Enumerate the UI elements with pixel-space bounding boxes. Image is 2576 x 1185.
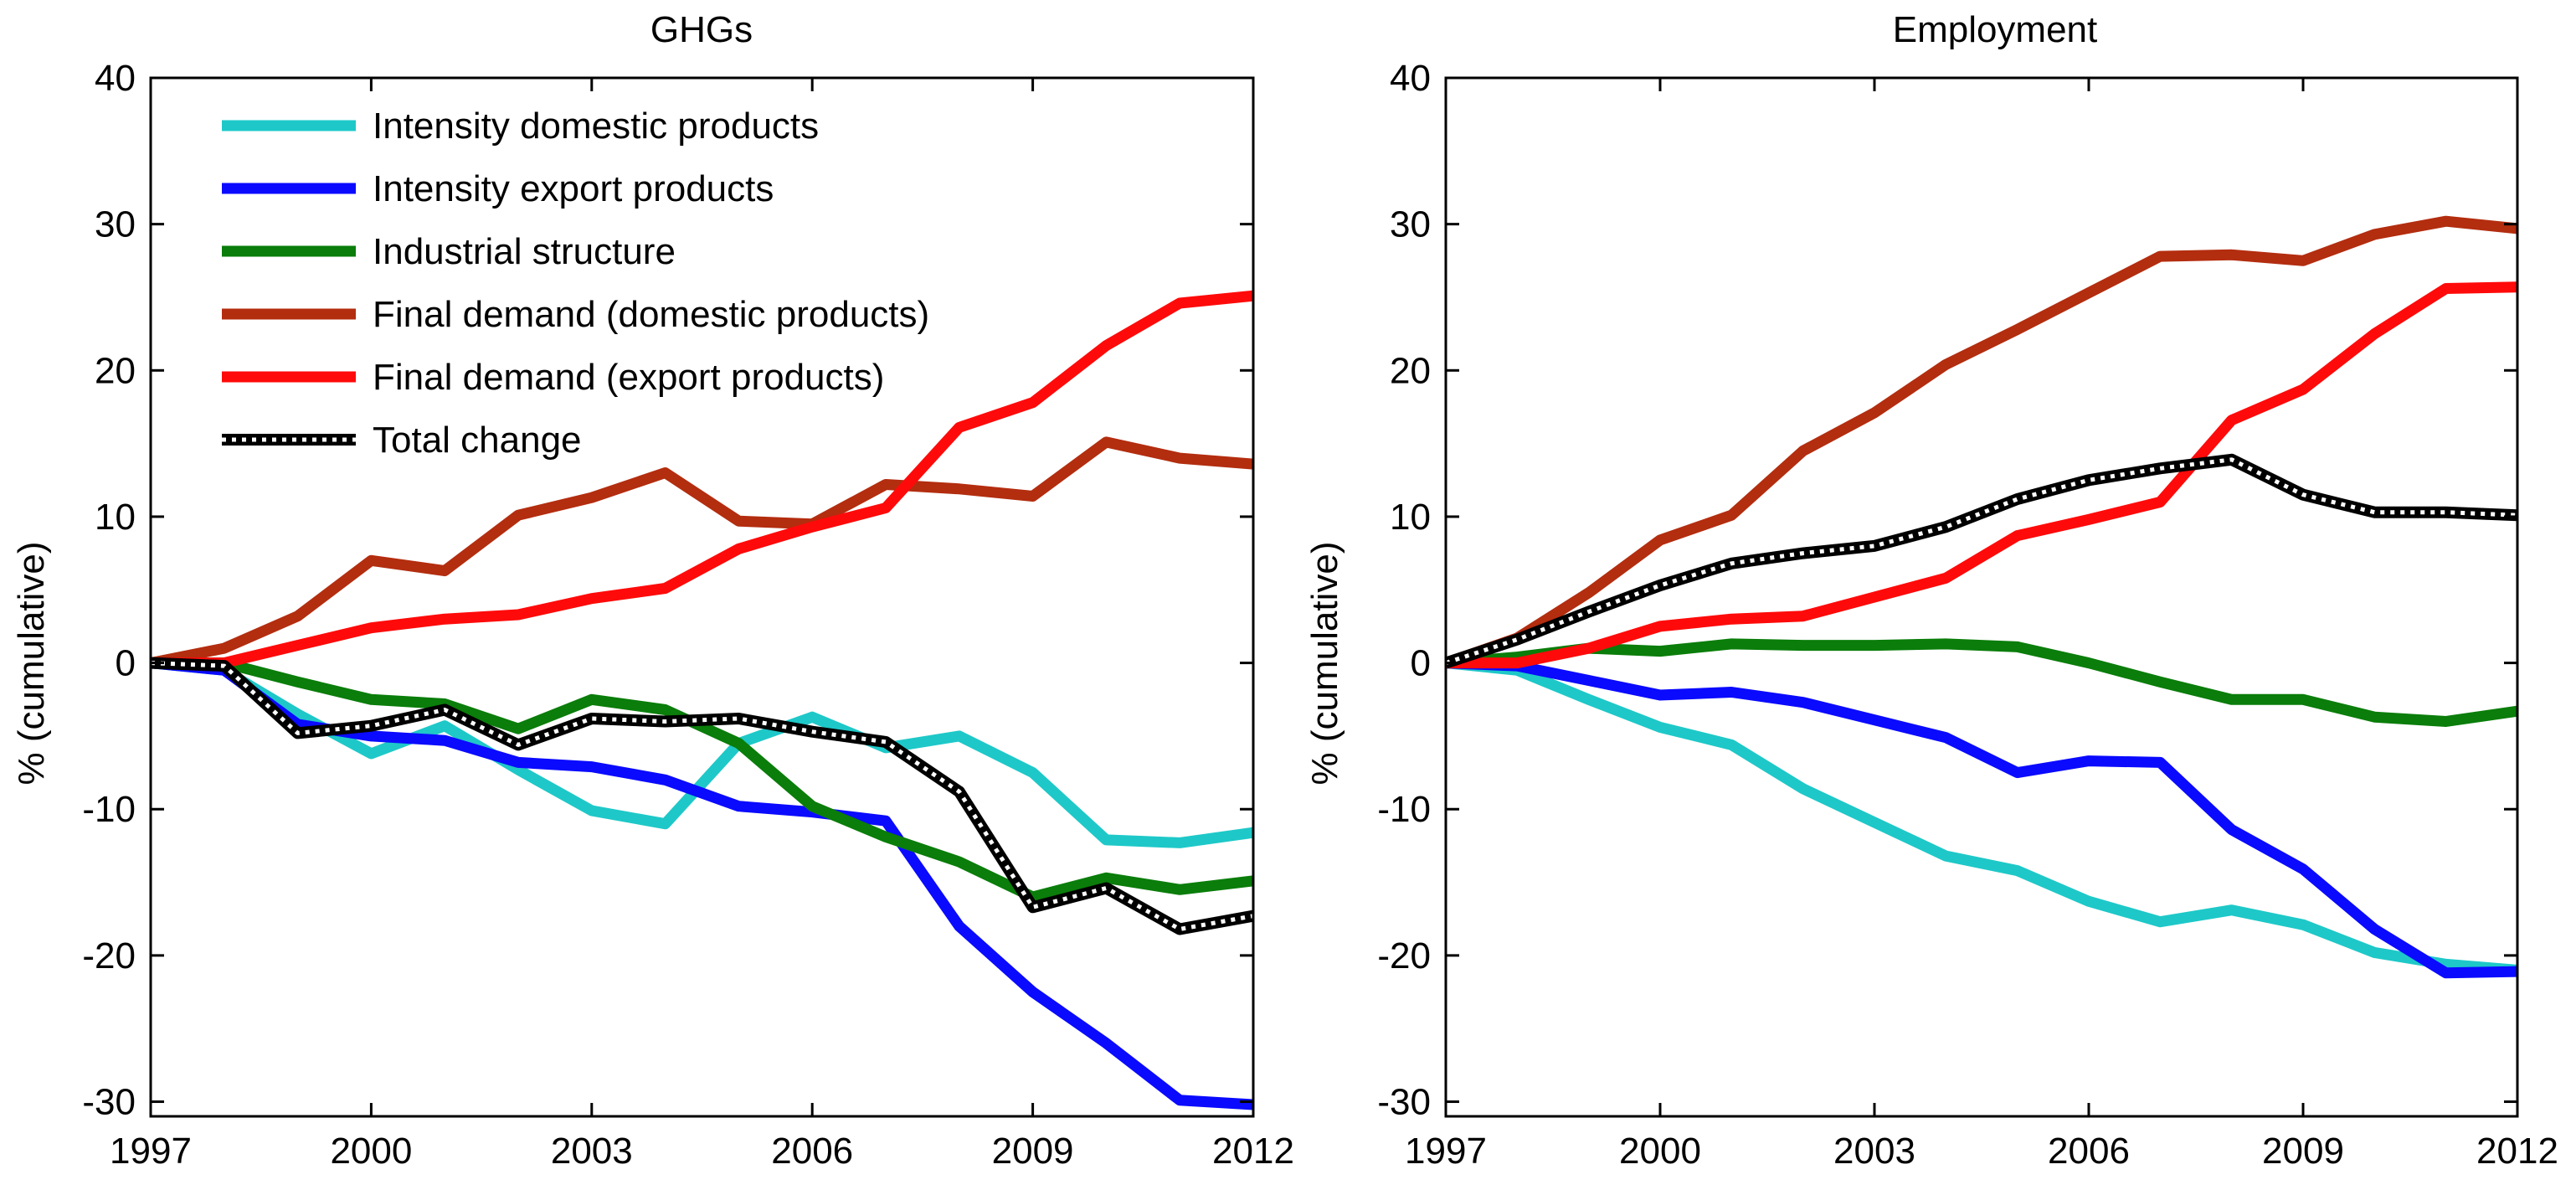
y-tick-label: -10 <box>82 789 136 830</box>
legend-label: Industrial structure <box>373 231 676 272</box>
legend-item: Intensity domestic products <box>222 106 819 147</box>
y-tick-label: 40 <box>95 58 136 99</box>
legend: Intensity domestic products Intensity exp… <box>222 106 929 461</box>
series-intensity-domestic-products <box>1446 657 2517 976</box>
legend-label: Intensity export products <box>373 168 774 209</box>
y-tick-label: -30 <box>1377 1082 1431 1123</box>
series-final-demand-export-products <box>151 290 1253 669</box>
y-tick-label: 0 <box>116 643 136 684</box>
x-tick-label: 1997 <box>110 1131 192 1172</box>
y-tick-label: 10 <box>95 497 136 538</box>
x-tick-label: 2012 <box>1212 1131 1294 1172</box>
x-tick-label: 2012 <box>2476 1131 2558 1172</box>
series-total-change-line <box>1446 453 2517 669</box>
y-tick-label: -10 <box>1377 789 1431 830</box>
x-tick-label: 2009 <box>2262 1131 2344 1172</box>
legend-label: Intensity domestic products <box>373 106 819 147</box>
chart-ghgs: GHGs % (cumulative) 1997 2000 2003 2006 2009… <box>11 9 1294 1172</box>
x-tick-label: 2006 <box>2048 1131 2130 1172</box>
y-tick-label: 40 <box>1390 58 1431 99</box>
axes-box <box>149 76 1255 1118</box>
series-final-demand-domestic-products <box>1446 215 2517 668</box>
chart-employment: Employment % (cumulative) 1997 2000 2003 20… <box>1304 9 2558 1172</box>
y-tick-label: 10 <box>1390 497 1431 538</box>
y-tick-label: 0 <box>1411 643 1431 684</box>
series-industrial-structure <box>1446 638 2517 727</box>
x-tick-label: 2000 <box>330 1131 412 1172</box>
y-axis-label: % (cumulative) <box>11 542 52 786</box>
axes-box <box>1444 76 2519 1118</box>
y-tick-label: -30 <box>82 1082 136 1123</box>
y-tick-label: 20 <box>1390 350 1431 391</box>
series-total-change-line <box>151 657 1253 935</box>
series-final-demand-domestic-products <box>151 436 1253 668</box>
series-total-change <box>151 657 1253 935</box>
y-tick-label: -20 <box>82 935 136 976</box>
plot-area: 1997 2000 2003 2006 2009 2012 -30 -20 -10 0 10 20 30… <box>1377 58 2558 1172</box>
x-tick-label: 2000 <box>1619 1131 1701 1172</box>
y-tick-label: -20 <box>1377 935 1431 976</box>
legend-label: Final demand (export products) <box>373 357 884 398</box>
y-tick-label: 30 <box>95 204 136 245</box>
series-group <box>151 290 1253 1110</box>
legend-item: Total change <box>222 420 582 461</box>
legend-item: Final demand (export products) <box>222 357 884 398</box>
x-tick-label: 1997 <box>1405 1131 1487 1172</box>
series-industrial-structure <box>151 657 1253 903</box>
y-axis-label: % (cumulative) <box>1304 542 1345 786</box>
legend-item: Industrial structure <box>222 231 676 272</box>
x-tick-label: 2003 <box>551 1131 633 1172</box>
y-tick-label: 30 <box>1390 204 1431 245</box>
y-tick-label: 20 <box>95 350 136 391</box>
legend-item: Final demand (domestic products) <box>222 294 929 335</box>
legend-label: Final demand (domestic products) <box>373 294 929 335</box>
series-final-demand-export-products <box>1446 281 2517 669</box>
series-group <box>1446 215 2517 979</box>
chart-title: GHGs <box>650 9 753 50</box>
plot-area: 1997 2000 2003 2006 2009 2012 -30 -20 -10 0 10 20 30… <box>82 58 1294 1172</box>
series-intensity-export-products <box>1446 657 2517 979</box>
chart-title: Employment <box>1893 9 2098 50</box>
series-total-change <box>1446 453 2517 669</box>
x-tick-label: 2006 <box>771 1131 853 1172</box>
legend-item: Intensity export products <box>222 168 774 209</box>
legend-label: Total change <box>373 420 582 461</box>
x-tick-label: 2009 <box>992 1131 1074 1172</box>
x-tick-label: 2003 <box>1833 1131 1915 1172</box>
